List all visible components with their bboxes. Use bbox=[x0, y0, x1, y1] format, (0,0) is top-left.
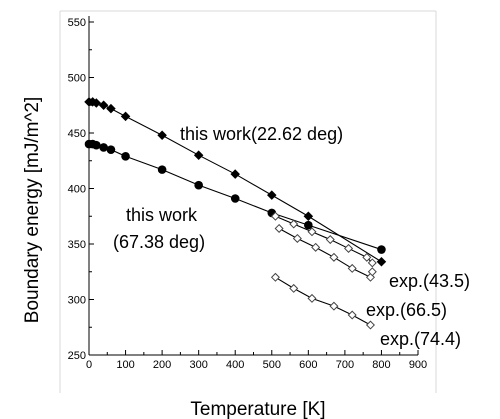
data-point-open-diamond bbox=[270, 272, 280, 282]
data-point-diamond bbox=[120, 111, 131, 122]
x-tick-label: 900 bbox=[409, 359, 427, 371]
series-2 bbox=[270, 211, 377, 268]
data-point-open-diamond bbox=[292, 233, 302, 243]
y-tick-label: 250 bbox=[68, 350, 86, 362]
annotation-this-work-22: this work(22.62 deg) bbox=[180, 124, 343, 144]
series-line bbox=[278, 227, 371, 278]
data-point-circle bbox=[106, 145, 116, 154]
x-ticks: 0 100 200 300 400 500 600 700 800 900 bbox=[86, 350, 427, 371]
annotation-exp-66-5: exp.(66.5) bbox=[366, 300, 447, 320]
data-point-open-diamond bbox=[367, 258, 377, 268]
y-tick-label: 400 bbox=[68, 184, 86, 196]
y-tick-label: 500 bbox=[68, 73, 86, 85]
data-point-circle bbox=[92, 140, 101, 150]
annotation-this-work-67-line1: this work bbox=[126, 205, 198, 225]
data-point-circle bbox=[157, 165, 167, 174]
data-point-diamond bbox=[303, 211, 314, 222]
data-point-open-diamond bbox=[289, 219, 299, 229]
annotation-exp-43-5: exp.(43.5) bbox=[389, 271, 470, 291]
data-point-open-diamond bbox=[307, 227, 317, 237]
x-tick-label: 700 bbox=[336, 359, 354, 371]
data-point-circle bbox=[194, 180, 203, 190]
data-point-open-diamond bbox=[344, 243, 354, 253]
data-point-diamond bbox=[98, 100, 109, 111]
data-point-open-diamond bbox=[325, 235, 335, 245]
y-tick-label: 350 bbox=[68, 239, 86, 251]
data-point-circle bbox=[377, 245, 386, 254]
x-tick-label: 800 bbox=[372, 359, 390, 371]
plot-frame bbox=[59, 10, 437, 393]
y-axis-label: Boundary energy [mJ/m^2] bbox=[22, 97, 43, 323]
series-layer bbox=[84, 97, 387, 330]
x-tick-label: 500 bbox=[263, 359, 281, 371]
series-line bbox=[275, 215, 373, 264]
data-point-circle bbox=[230, 194, 240, 203]
data-point-open-diamond bbox=[307, 293, 317, 303]
data-point-diamond bbox=[106, 103, 116, 114]
data-point-diamond bbox=[230, 169, 240, 179]
data-point-diamond bbox=[376, 256, 387, 267]
data-point-open-diamond bbox=[329, 301, 339, 311]
data-point-open-diamond bbox=[362, 252, 372, 262]
data-point-circle bbox=[304, 220, 313, 230]
series-4 bbox=[270, 272, 375, 330]
data-point-diamond bbox=[193, 150, 204, 160]
annotation-this-work-67-line2: (67.38 deg) bbox=[113, 232, 205, 252]
y-ticks: 250 300 350 400 450 500 550 bbox=[68, 17, 94, 362]
data-point-circle bbox=[99, 143, 108, 152]
data-point-diamond bbox=[91, 98, 102, 108]
data-point-open-diamond bbox=[311, 242, 321, 252]
y-tick-label: 550 bbox=[68, 17, 86, 29]
x-tick-label: 200 bbox=[153, 359, 171, 371]
data-point-diamond bbox=[267, 190, 277, 200]
x-tick-label: 400 bbox=[226, 359, 244, 371]
data-point-open-diamond bbox=[329, 252, 339, 262]
data-point-circle bbox=[121, 152, 130, 161]
data-point-open-diamond bbox=[367, 267, 377, 277]
x-axis-label: Temperature [K] bbox=[190, 399, 325, 419]
data-point-open-diamond bbox=[347, 263, 357, 273]
y-tick-label: 450 bbox=[68, 128, 86, 140]
series-0 bbox=[84, 97, 387, 267]
y-tick-label: 300 bbox=[68, 295, 86, 307]
annotation-exp-74-4: exp.(74.4) bbox=[380, 329, 461, 349]
series-line bbox=[275, 276, 371, 326]
x-tick-label: 100 bbox=[116, 359, 134, 371]
data-point-open-diamond bbox=[274, 223, 284, 233]
x-tick-label: 0 bbox=[86, 359, 92, 371]
extra-points-0 bbox=[367, 267, 377, 277]
x-tick-label: 600 bbox=[299, 359, 317, 371]
data-point-open-diamond bbox=[347, 310, 357, 320]
data-point-open-diamond bbox=[289, 283, 299, 293]
x-tick-label: 300 bbox=[189, 359, 207, 371]
data-point-open-diamond bbox=[270, 211, 280, 221]
data-point-diamond bbox=[157, 130, 167, 140]
series-3 bbox=[274, 223, 375, 282]
data-point-open-diamond bbox=[365, 320, 375, 330]
